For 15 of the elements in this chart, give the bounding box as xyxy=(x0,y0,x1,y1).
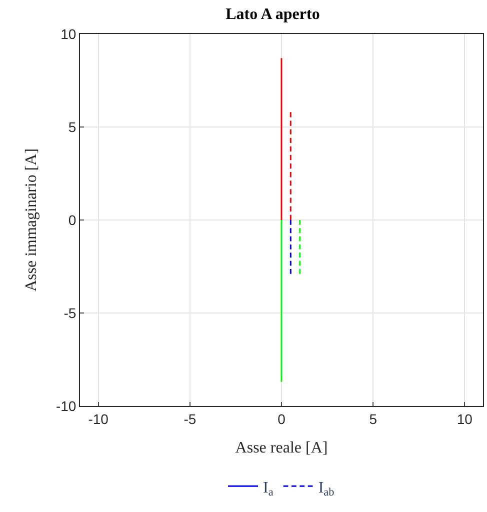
x-tick-label: 10 xyxy=(456,410,473,427)
legend-label: I$_{ab}$ xyxy=(318,479,335,499)
y-tick-label: 10 xyxy=(60,26,76,42)
x-axis-title: Asse reale [A] xyxy=(235,440,328,456)
y-axis-title: Asse immaginario [A] xyxy=(22,148,40,292)
chart-title: Lato A aperto xyxy=(226,6,320,23)
y-tick-label: 0 xyxy=(68,212,76,228)
x-tick-label: 5 xyxy=(369,410,378,427)
y-tick-label: -5 xyxy=(64,304,76,321)
y-tick-label: -10 xyxy=(56,398,76,414)
legend-label: I$_{a}$ xyxy=(263,479,274,499)
y-tick-label: 5 xyxy=(68,118,76,135)
x-tick-label: -10 xyxy=(88,410,109,427)
x-tick-label: 0 xyxy=(278,410,286,427)
x-tick-label: -5 xyxy=(184,410,196,427)
